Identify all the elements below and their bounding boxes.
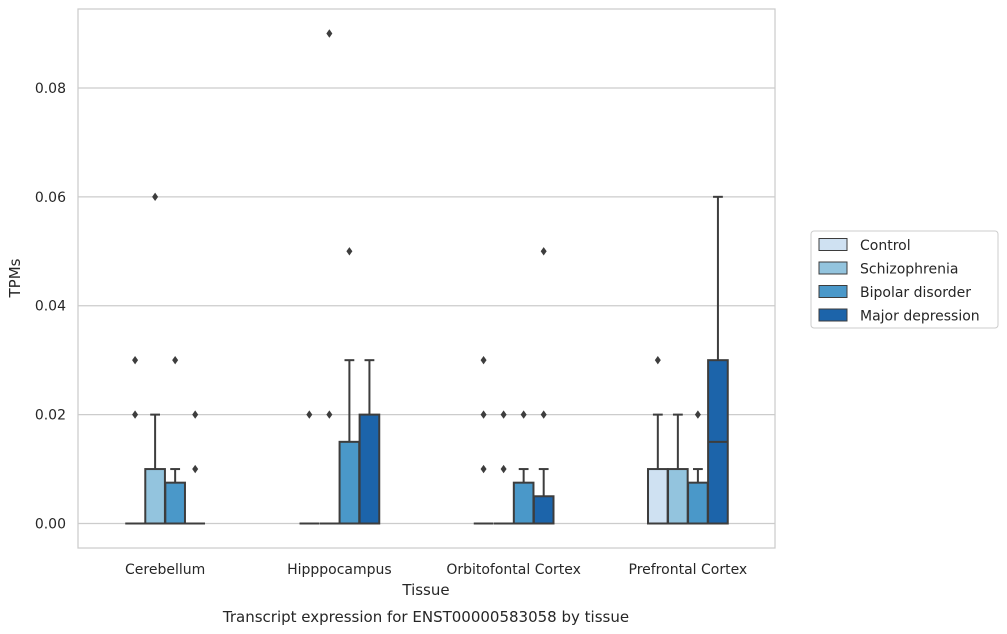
box-control	[299, 410, 320, 525]
x-tick-label: Orbitofontal Cortex	[446, 562, 581, 578]
box-body	[338, 440, 361, 525]
outlier-point	[132, 410, 139, 419]
box-body	[358, 413, 381, 525]
box-body	[512, 481, 535, 525]
box-major-depression	[185, 410, 206, 525]
box-body	[164, 481, 186, 525]
box-body	[667, 468, 689, 525]
outlier-point	[500, 464, 507, 474]
outlier-point	[480, 464, 487, 474]
y-tick-label: 0.04	[35, 299, 66, 315]
y-axis-ticks: 0.00 0.02 0.04 0.06 0.08	[35, 81, 66, 533]
legend: Control Schizophrenia Bipolar disorder Majo…	[810, 230, 999, 329]
box-body	[687, 481, 709, 525]
box-schizophrenia	[144, 192, 166, 525]
box-schizophrenia	[493, 410, 514, 525]
legend-swatch	[818, 238, 848, 251]
box-bipolar-disorder	[512, 410, 535, 525]
legend-label: Schizophrenia	[860, 262, 958, 278]
box-major-depression	[358, 359, 381, 525]
box-schizophrenia	[319, 29, 340, 525]
legend-swatch	[818, 285, 848, 298]
outlier-point	[152, 192, 159, 202]
legend-label: Control	[860, 238, 911, 254]
figure-caption: Transcript expression for ENST0000058305…	[222, 608, 629, 626]
outlier-point	[326, 410, 333, 419]
x-axis-ticks: Cerebellum Hipppocampus Orbitofontal Corte…	[125, 562, 747, 578]
grid-lines	[78, 87, 775, 525]
box-control	[646, 355, 669, 525]
y-tick-label: 0.00	[35, 517, 66, 533]
outlier-point	[540, 410, 547, 419]
box-bipolar-disorder	[338, 247, 361, 525]
y-tick-label: 0.02	[35, 408, 66, 424]
x-axis-label: Tissue	[401, 581, 449, 599]
outlier-point	[132, 355, 139, 365]
box-body	[646, 468, 669, 525]
outlier-point	[520, 410, 527, 419]
box-plot-area	[125, 29, 729, 525]
legend-frame	[810, 230, 999, 329]
outlier-point	[326, 29, 333, 38]
plot-frame	[77, 8, 776, 549]
outlier-point	[346, 247, 353, 256]
outlier-point	[306, 410, 313, 419]
x-tick-label: Hipppocampus	[287, 562, 392, 578]
box-major-depression	[707, 195, 729, 525]
outlier-point	[192, 410, 199, 419]
box-control	[473, 355, 494, 525]
legend-items: Control Schizophrenia Bipolar disorder Majo…	[818, 238, 980, 325]
legend-label: Major depression	[860, 309, 980, 325]
y-tick-label: 0.06	[35, 190, 66, 206]
y-tick-label: 0.08	[35, 81, 66, 97]
legend-swatch	[818, 261, 848, 275]
box-bipolar-disorder	[164, 355, 186, 525]
box-bipolar-disorder	[687, 410, 709, 525]
outlier-point	[500, 410, 507, 419]
outlier-point	[172, 355, 179, 365]
x-tick-label: Prefrontal Cortex	[629, 562, 748, 578]
legend-swatch	[818, 308, 848, 322]
box-control	[125, 355, 145, 525]
x-tick-label: Cerebellum	[125, 562, 205, 578]
box-body	[144, 468, 166, 525]
box-schizophrenia	[667, 413, 689, 525]
outlier-point	[480, 410, 487, 419]
outlier-point	[540, 247, 547, 256]
outlier-point	[480, 355, 487, 365]
y-axis-label: TPMs	[6, 258, 24, 298]
outlier-point	[694, 410, 701, 419]
outlier-point	[192, 464, 199, 474]
outlier-point	[654, 355, 661, 365]
legend-label: Bipolar disorder	[860, 285, 971, 301]
box-body	[532, 495, 555, 525]
box-major-depression	[532, 247, 555, 525]
